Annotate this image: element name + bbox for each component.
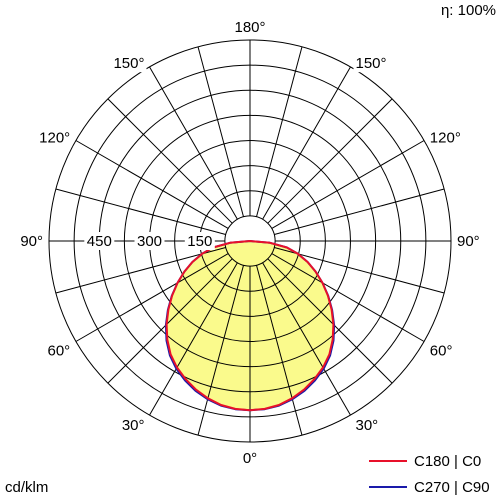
grid-spoke-30 — [262, 262, 351, 416]
angle-label-left-150: 150° — [113, 55, 144, 72]
angle-label-bg — [353, 415, 385, 434]
angle-label-right-120: 120° — [430, 130, 461, 147]
angle-label-bg — [14, 232, 45, 250]
grid-spoke-135 — [267, 98, 393, 224]
angle-label-top-180: 180° — [234, 19, 265, 36]
radial-tick-bg — [134, 232, 165, 250]
grid-spoke-120 — [271, 140, 425, 229]
grid-spoke-285 — [55, 247, 226, 294]
grid-spoke-75 — [274, 247, 445, 294]
grid-spoke-255 — [55, 188, 226, 235]
angle-label-bottom-0: 0° — [243, 450, 257, 467]
grid-spoke-165 — [256, 46, 303, 217]
series-curve-c180-c0 — [165, 240, 335, 412]
grid-spoke-300 — [75, 253, 229, 342]
radial-tick-label-300: 300 — [137, 233, 162, 250]
grid-spoke-60 — [271, 253, 425, 342]
angle-label-bg — [115, 415, 147, 434]
grid-spoke-105 — [274, 188, 445, 235]
angle-label-right-60: 60° — [430, 343, 453, 360]
grid-spoke-345 — [197, 265, 244, 436]
radial-tick-bg — [84, 232, 115, 250]
radial-tick-label-150: 150 — [187, 233, 212, 250]
legend: C180 | C0 C270 | C90 — [369, 453, 490, 496]
grid-spoke-240 — [75, 140, 229, 229]
angle-label-left-90: 90° — [20, 233, 43, 250]
angle-label-right-30: 30° — [356, 417, 379, 434]
angle-label-bg — [230, 18, 270, 36]
grid-spoke-330 — [149, 262, 238, 416]
radial-tick-label-450: 450 — [87, 233, 112, 250]
axis-labels: 150 300 450 0° 30° 30° 60° 60° 90° 90° 120° 120° 150… — [14, 18, 486, 467]
grid-spoke-315 — [107, 258, 233, 384]
angle-label-right-150: 150° — [356, 55, 387, 72]
angle-label-bg — [455, 232, 486, 250]
radial-tick-bg — [184, 232, 215, 250]
angle-label-right-90: 90° — [457, 233, 480, 250]
angle-label-bg — [427, 128, 468, 147]
legend-label-c180-c0: C180 | C0 — [414, 453, 481, 470]
angle-label-bg — [353, 54, 394, 73]
angle-label-bg — [32, 128, 73, 147]
angle-label-left-30: 30° — [122, 417, 145, 434]
angle-label-bg — [427, 341, 459, 360]
grid-spoke-150 — [262, 66, 351, 220]
polar-grid — [48, 39, 452, 443]
angle-label-bg — [41, 341, 73, 360]
legend-label-c270-c90: C270 | C90 — [414, 479, 490, 496]
angle-label-left-60: 60° — [48, 343, 71, 360]
unit-label: cd/klm — [5, 479, 48, 496]
grid-spoke-15 — [256, 265, 303, 436]
grid-spoke-225 — [107, 98, 233, 224]
angle-label-left-120: 120° — [39, 130, 70, 147]
grid-spoke-210 — [149, 66, 238, 220]
efficiency-label: η: 100% — [441, 2, 496, 19]
angle-label-bg — [239, 449, 261, 467]
angle-label-bg — [106, 54, 147, 73]
grid-spoke-195 — [197, 46, 244, 217]
grid-spoke-45 — [267, 258, 393, 384]
series-curves — [164, 240, 336, 412]
